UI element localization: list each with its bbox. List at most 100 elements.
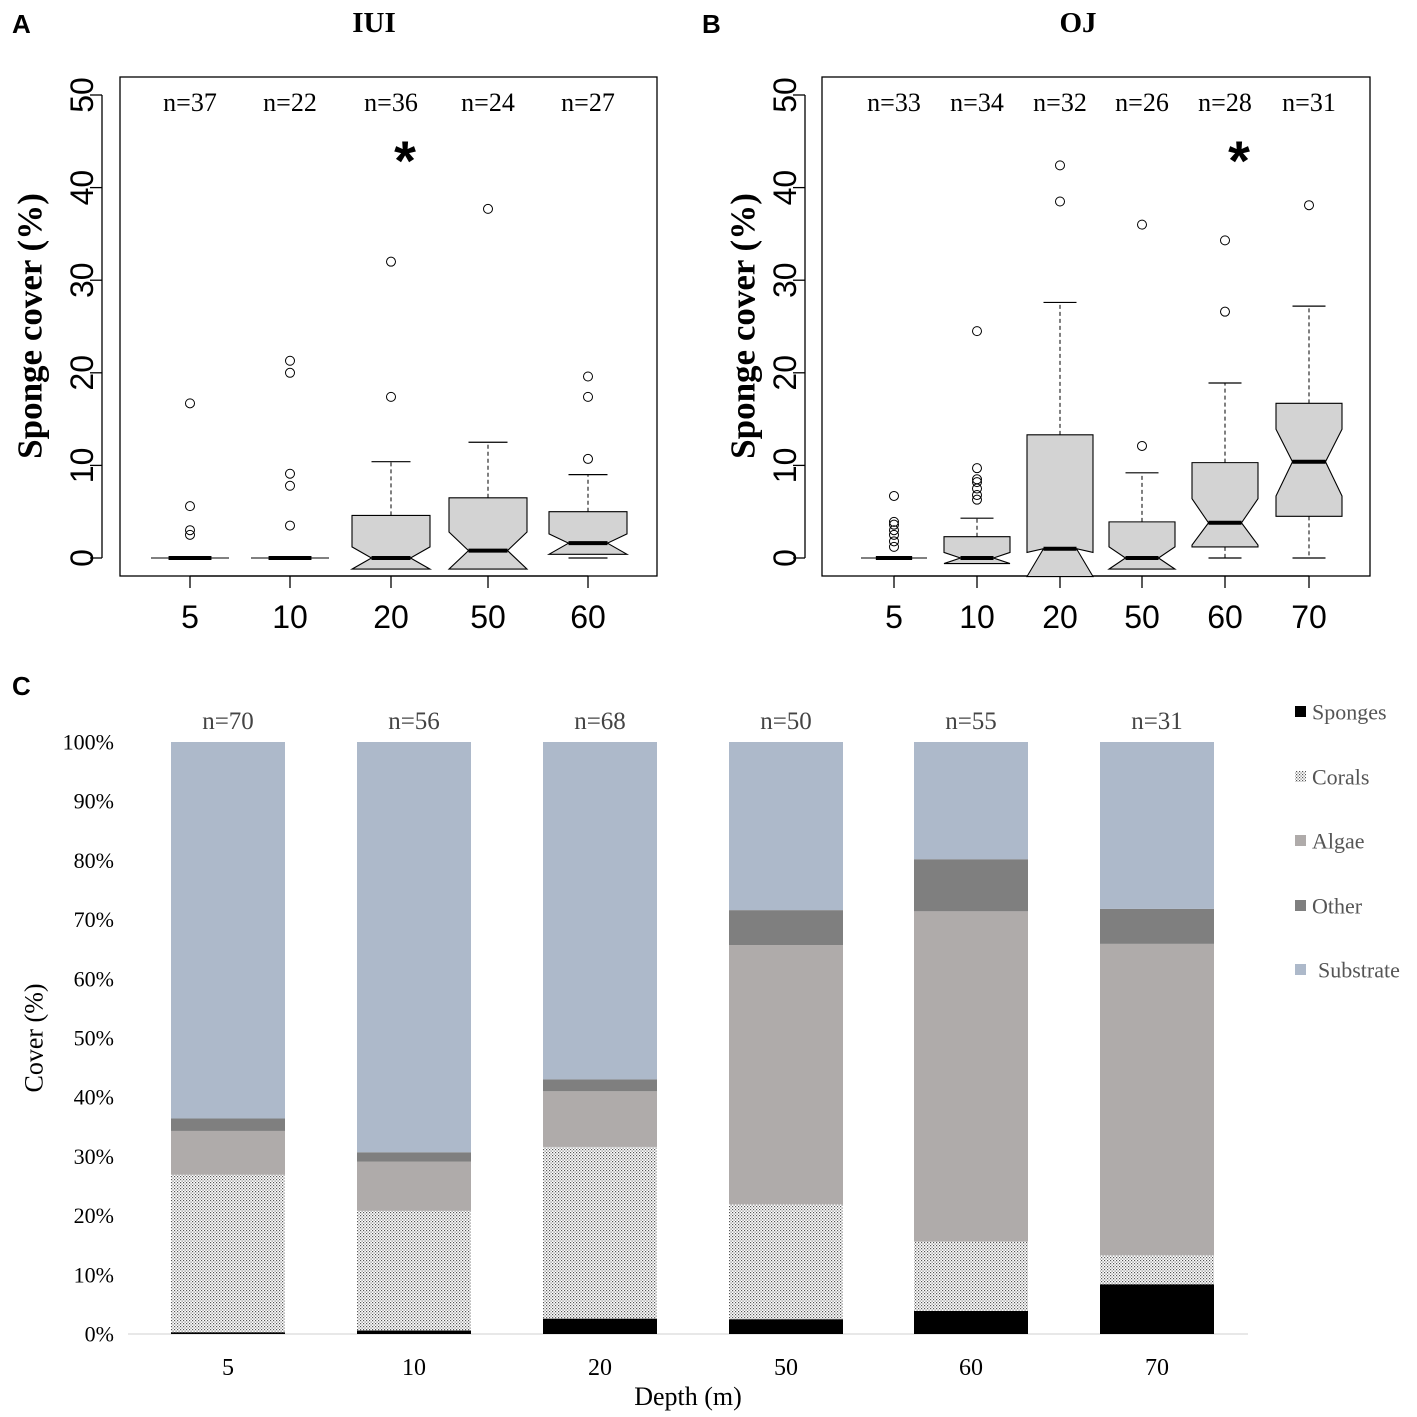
bar-segment-sponges [914,1310,1028,1334]
outlier-point [583,371,593,382]
panel-a-letter: A [12,9,31,39]
notched-box [546,511,630,555]
outlier-point [889,519,899,530]
outlier-point [285,355,295,366]
y-axis-title: Sponge cover (%) [11,193,50,459]
y-tick-label: 60% [74,966,114,991]
sample-size-label: n=27 [561,88,615,117]
y-axis-title: Sponge cover (%) [724,193,763,459]
outlier-point [1137,219,1147,230]
outlier-point [285,468,295,479]
bar-segment-algae [914,911,1028,1242]
x-tick-label: 5 [181,599,199,635]
outlier-point [185,529,195,540]
y-tick-label: 50 [64,77,100,113]
outlier-point [583,453,593,464]
outlier-point [285,480,295,491]
bar-segment-other [1100,908,1214,944]
x-tick-label: 5 [222,1355,234,1381]
outlier-point [889,529,899,540]
outlier-point [889,525,899,536]
y-tick-label: 40 [64,170,100,206]
legend-swatch-substrate [1295,964,1306,975]
sample-size-label: n=68 [574,708,626,735]
legend-swatch-sponges [1295,706,1306,717]
x-tick-label: 50 [470,599,506,635]
bar-segment-sponges [729,1319,843,1334]
panel-b-letter: B [702,9,721,39]
y-axis-title: Cover (%) [20,983,49,1092]
bar-segment-other [171,1118,285,1131]
bar-segment-other [914,859,1028,912]
outlier-point [889,490,899,501]
bar-segment-substrate [171,742,285,1119]
bar-segment-other [357,1152,471,1162]
bar-segment-algae [171,1130,285,1175]
outlier-point [1220,306,1230,317]
sample-size-label: n=31 [1282,88,1336,117]
y-tick-label: 100% [63,730,114,755]
y-tick-label: 30% [74,1144,114,1169]
sample-size-label: n=36 [364,88,418,117]
bar-segment-other [729,910,843,946]
y-tick-label: 40 [767,170,803,206]
sample-size-label: n=55 [945,708,997,735]
x-tick-label: 50 [1124,599,1160,635]
y-tick-label: 30 [767,262,803,298]
x-tick-label: 5 [885,599,903,635]
bar-segment-corals [543,1146,657,1319]
bar-segment-substrate [357,742,471,1153]
outlier-point [1304,200,1314,211]
legend-swatch-corals [1295,771,1306,782]
bar-segment-sponges [171,1332,285,1334]
y-tick-label: 50 [767,77,803,113]
y-tick-label: 80% [74,848,114,873]
x-tick-label: 60 [1207,599,1243,635]
bar-segment-corals [729,1204,843,1320]
bar-segment-algae [357,1161,471,1211]
x-tick-label: 60 [959,1355,983,1381]
panel-b-boxplot: 0 10 20 30 40 50 Sponge cover (%) 5 n=33 10 n=34 20… [724,76,1371,635]
y-tick-label: 10 [767,448,803,484]
outlier-point [1055,160,1065,171]
x-tick-label: 70 [1145,1355,1169,1381]
bar-segment-corals [914,1241,1028,1311]
bar-segment-corals [1100,1255,1214,1285]
outlier-point [583,391,593,402]
notched-box [1107,521,1177,570]
panel-b-title: OJ [1059,7,1096,39]
outlier-point [889,516,899,527]
bar-segment-sponges [1100,1284,1214,1334]
sample-size-label: n=24 [461,88,515,117]
legend-swatch-algae [1295,835,1306,846]
outlier-point [386,256,396,267]
legend-label-corals: Corals [1312,765,1369,790]
outlier-point [972,474,982,485]
outlier-point [483,203,493,214]
x-tick-label: 20 [1042,599,1078,635]
outlier-point [972,490,982,501]
y-tick-label: 50% [74,1026,114,1051]
sample-size-label: n=26 [1115,88,1169,117]
y-tick-label: 20 [64,355,100,391]
outlier-point [972,463,982,474]
sample-size-label: n=70 [202,708,254,735]
y-tick-label: 20% [74,1203,114,1228]
bar-segment-algae [1100,943,1214,1256]
bar-segment-algae [729,945,843,1205]
outlier-point [972,326,982,337]
bar-segment-sponges [543,1318,657,1334]
sample-size-label: n=56 [388,708,440,735]
sample-size-label: n=32 [1033,88,1087,117]
outlier-point [972,494,982,505]
panel-a-title: IUI [352,7,396,39]
outlier-point [889,536,899,547]
bar-segment-substrate [1100,742,1214,909]
bar-segment-substrate [729,742,843,911]
significance-marker: * [394,129,416,192]
outlier-point [185,525,195,536]
bar-segment-corals [171,1174,285,1333]
y-tick-label: 30 [64,262,100,298]
x-axis-title: Depth (m) [634,1382,742,1411]
legend-swatch-other [1295,900,1306,911]
